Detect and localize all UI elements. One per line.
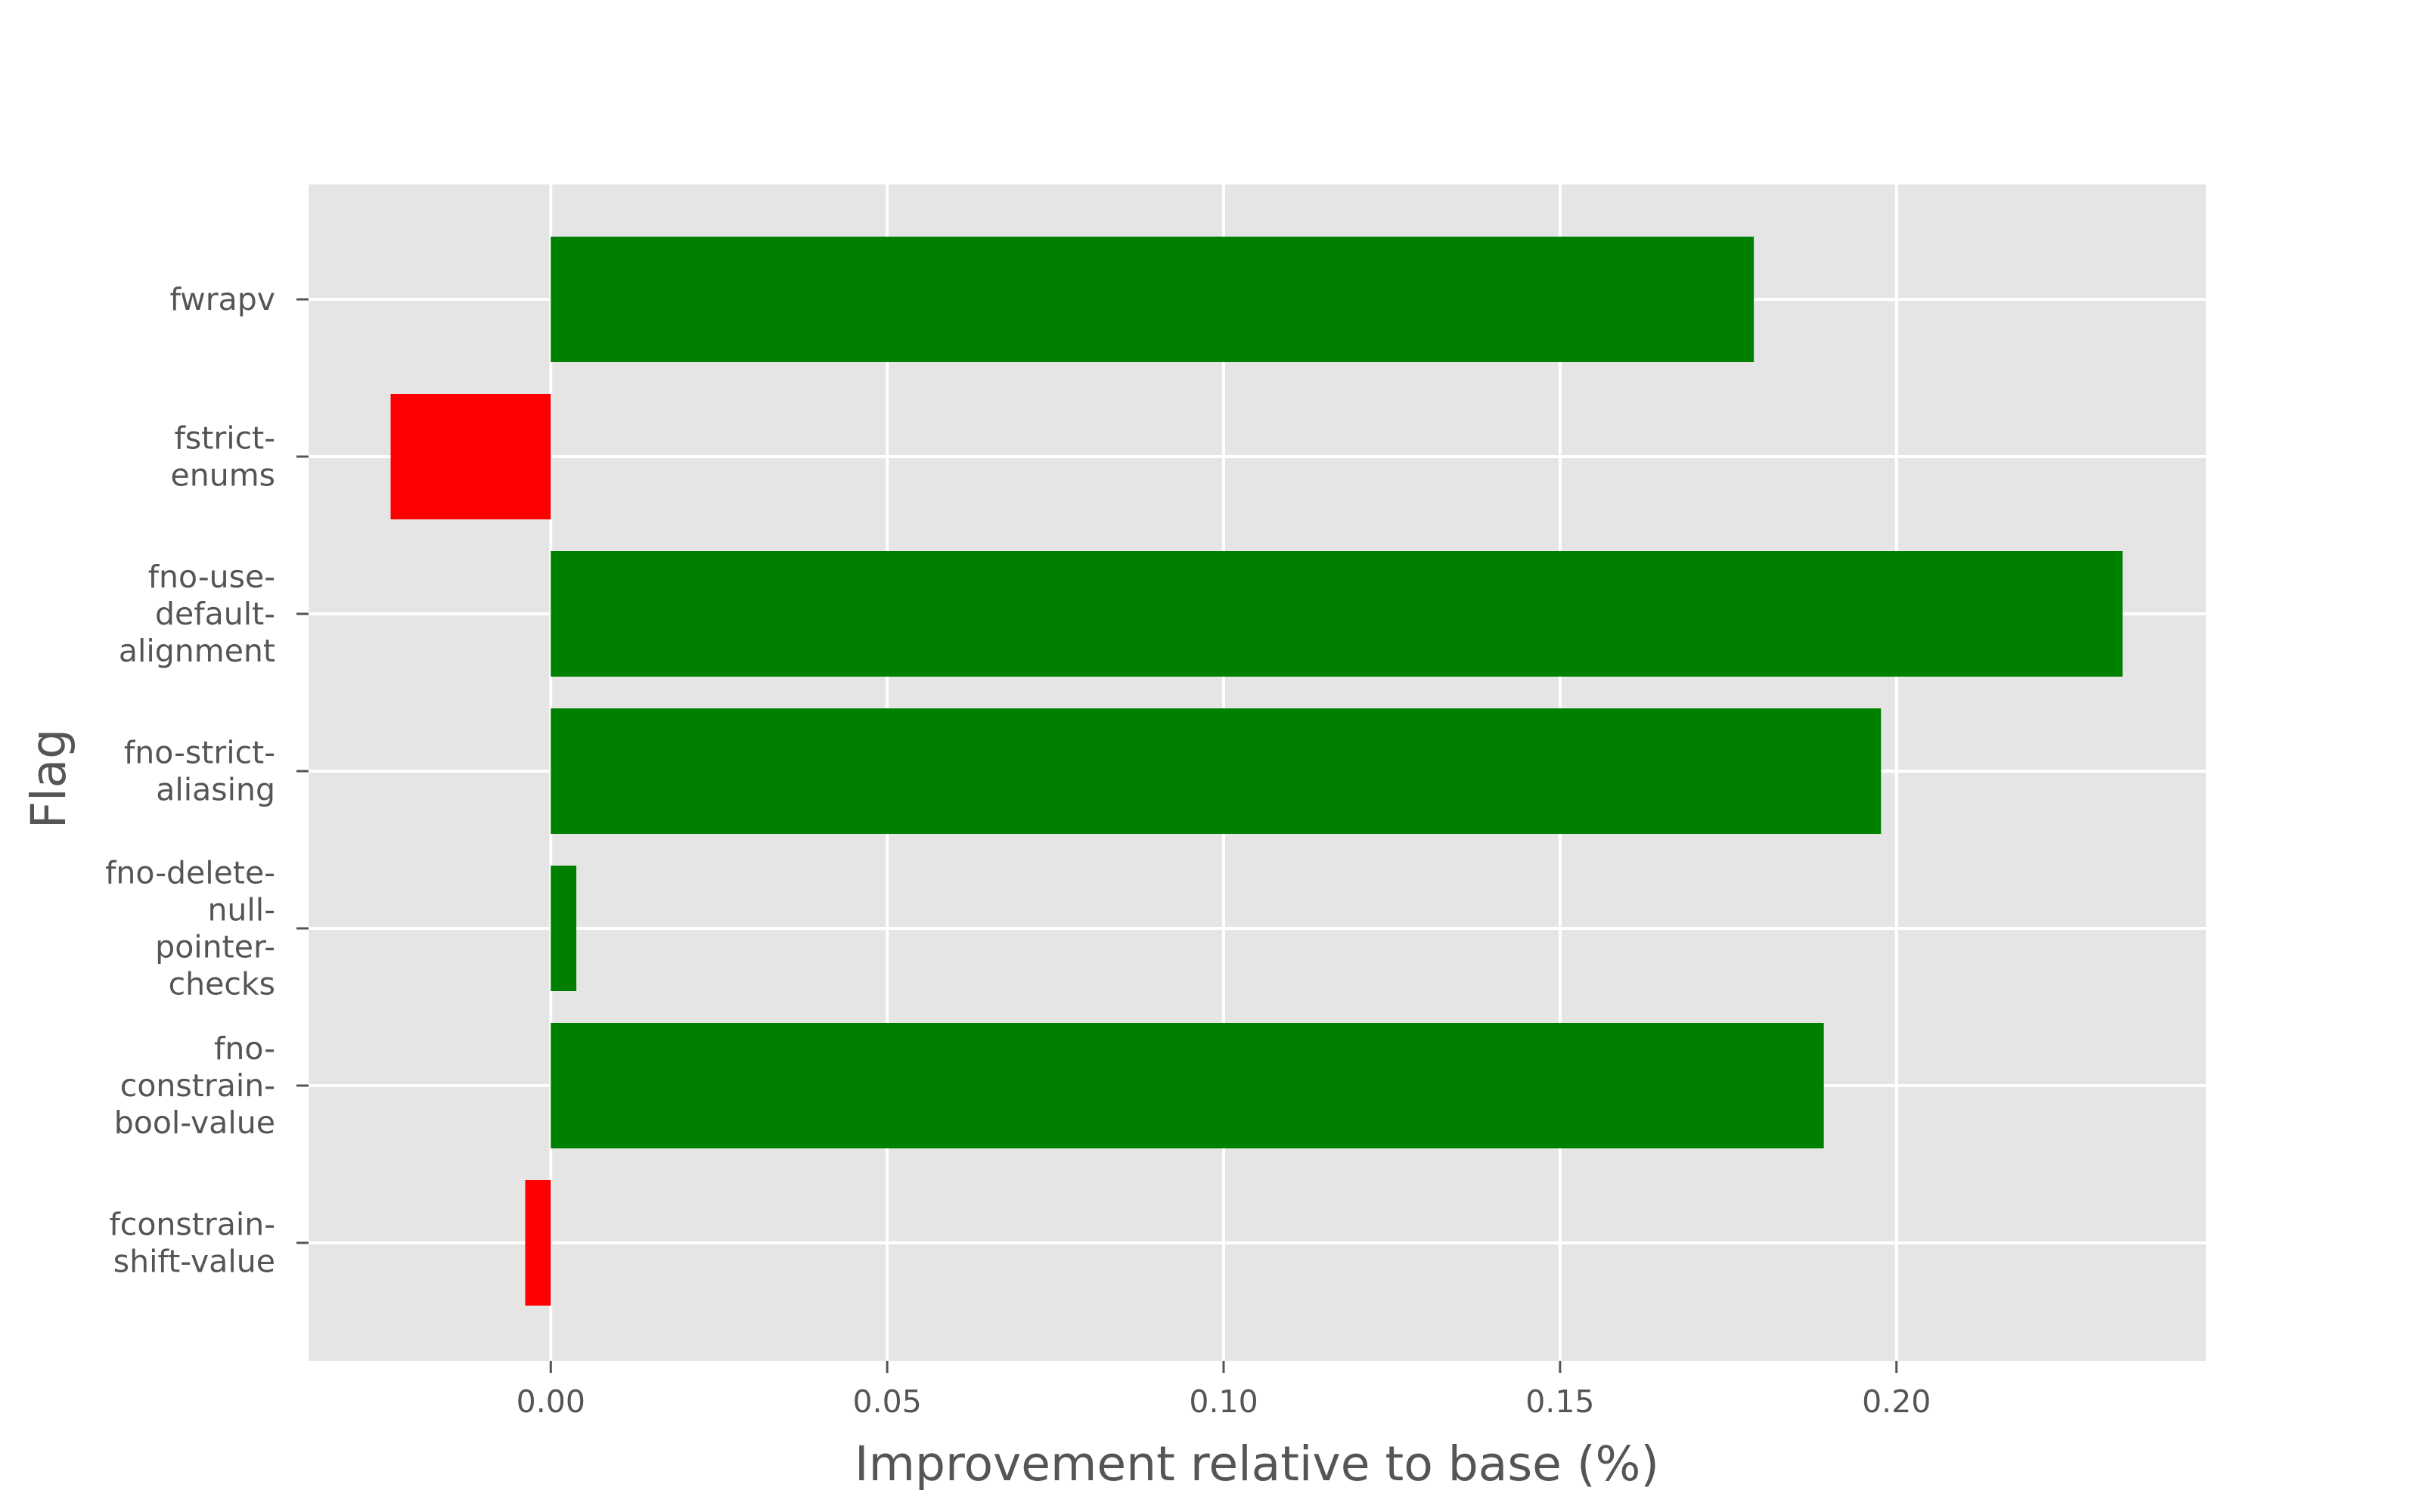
x-tick-label: 0.15 xyxy=(1525,1383,1594,1420)
y-tick-label: fno-use-default-alignment xyxy=(119,559,275,669)
y-tick-label: fno-delete-null-pointer-checks xyxy=(105,855,275,1002)
bar xyxy=(551,237,1754,362)
x-tick-label: 0.10 xyxy=(1189,1383,1258,1420)
y-tick-label: fwrapv xyxy=(169,281,275,318)
bar xyxy=(525,1180,551,1306)
bar xyxy=(551,1023,1824,1148)
y-tick-label: fconstrain-shift-value xyxy=(109,1207,275,1280)
x-axis-ticks: 0.00 0.05 0.10 0.15 0.20 xyxy=(517,1361,1931,1420)
bar xyxy=(390,394,551,519)
x-tick-label: 0.20 xyxy=(1862,1383,1931,1420)
bar xyxy=(551,551,2123,677)
bars xyxy=(390,237,2123,1306)
x-tick-label: 0.00 xyxy=(517,1383,585,1420)
x-tick-label: 0.05 xyxy=(853,1383,922,1420)
bar xyxy=(551,708,1882,834)
y-tick-label: fstrict-enums xyxy=(171,420,276,494)
y-axis-ticks: fwrapv fstrict-enums fno-use-default-align… xyxy=(105,281,309,1280)
bar xyxy=(551,866,577,991)
y-tick-label: fno-constrain-bool-value xyxy=(114,1030,275,1141)
y-tick-label: fno-strict-aliasing xyxy=(124,735,275,808)
y-axis-title: Flag xyxy=(21,729,76,829)
x-axis-title: Improvement relative to base (%) xyxy=(855,1436,1659,1492)
